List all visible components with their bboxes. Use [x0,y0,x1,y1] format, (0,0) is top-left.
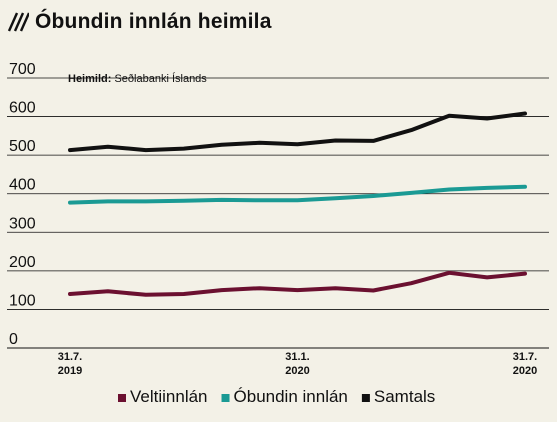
series-line [68,270,527,297]
source-note: Heimild: Seðlabanki Íslands [68,72,207,85]
legend-swatch [221,394,230,402]
series-line [68,111,527,153]
y-tick-label: 700 [9,61,36,78]
source-text: Seðlabanki Íslands [111,72,207,85]
legend-swatch [361,394,370,402]
series-lines [68,111,527,297]
y-tick-label: 300 [9,215,36,232]
x-tick-label: 2020 [513,365,537,377]
y-tick-label: 400 [9,177,36,194]
hatch-logo-icon [7,11,31,33]
x-tick-label: 31.1. [285,351,309,363]
series-line [68,184,527,205]
x-tick-label: 2020 [285,365,309,377]
chart-title: Óbundin innlán heimila [35,10,272,33]
legend-label: Veltiinnlán [130,387,208,406]
x-tick-label: 31.7. [513,351,537,363]
y-tick-label: 500 [9,138,36,155]
legend: Veltiinnlán Óbundin innlán Samtals [118,387,435,406]
source-label: Heimild: [68,73,111,85]
title-bar: Óbundin innlán heimila [7,7,272,37]
legend-label: Samtals [374,387,435,406]
x-axis-ticks: 31.7. 2019 31.1. 2020 31.7. 2020 [58,351,537,377]
y-tick-label: 200 [9,254,36,271]
x-tick-label: 2019 [58,365,82,377]
legend-swatch [118,394,126,402]
x-tick-label: 31.7. [58,351,82,363]
legend-label: Óbundin innlán [234,387,348,406]
y-tick-label: 0 [9,331,18,348]
grid [7,77,549,349]
y-tick-label: 100 [9,292,36,309]
y-tick-label: 600 [9,100,36,117]
y-axis-ticks: 0 100 200 300 400 500 600 700 [9,61,36,348]
